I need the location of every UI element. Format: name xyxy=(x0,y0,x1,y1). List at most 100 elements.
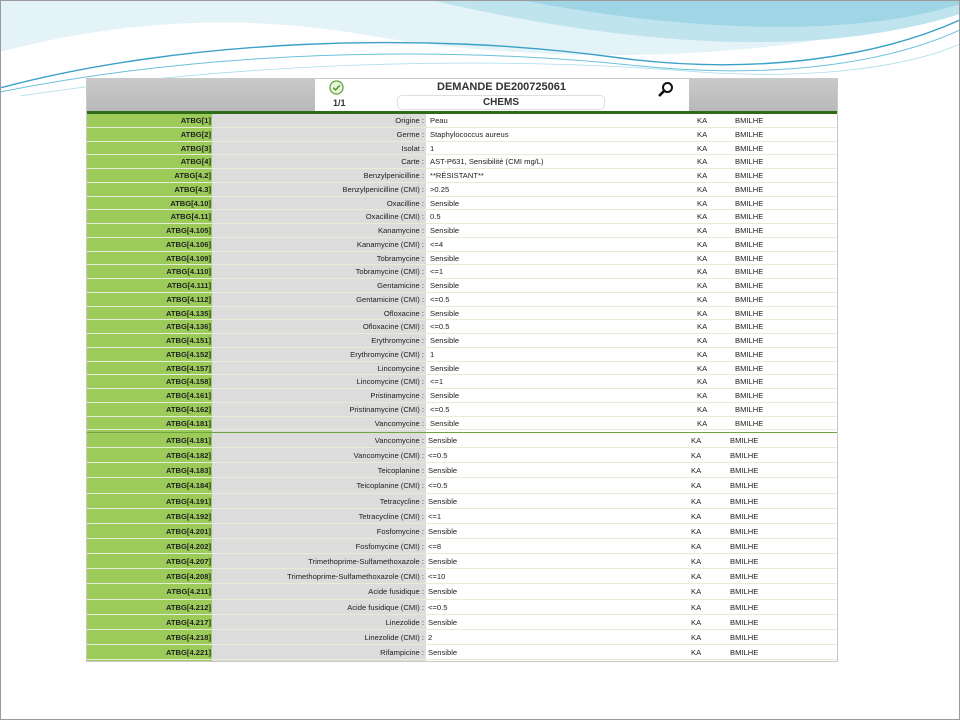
row-value: 2 xyxy=(428,632,433,642)
table-row[interactable]: ATBG[4.217] Linezolide : Sensible KA BMILHE xyxy=(87,615,837,630)
table-row[interactable]: ATBG[4.109] Tobramycine : Sensible KA BMILHE xyxy=(87,252,837,266)
row-user: BMILHE xyxy=(735,212,764,222)
row-id: ATBG[4.181] xyxy=(165,418,211,428)
row-id: ATBG[4.136] xyxy=(165,322,211,332)
slide-background-swoosh xyxy=(0,0,960,97)
row-ka-tag: KA xyxy=(697,294,708,304)
row-id: ATBG[4.202] xyxy=(165,541,211,551)
row-id: ATBG[4.105] xyxy=(165,226,211,235)
row-value: <=0.5 xyxy=(428,602,448,612)
row-value: Sensible xyxy=(428,617,458,627)
row-ka-tag: KA xyxy=(697,322,708,332)
row-user: BMILHE xyxy=(735,226,764,235)
table-row[interactable]: ATBG[4.207] Trimethoprime-Sulfamethoxazol… xyxy=(87,554,837,570)
table-row[interactable]: ATBG[2] Germe : Staphylococcus aureus KA BMI… xyxy=(87,128,837,142)
table-row[interactable]: ATBG[4] Carte : AST-P631, Sensibilité (CMI… xyxy=(87,155,837,169)
row-label: Vancomycine (CMI) : xyxy=(353,451,424,461)
table-row[interactable]: ATBG[4.2] Benzylpenicilline : **RÉSISTANT*… xyxy=(87,169,837,183)
table-row[interactable]: ATBG[4.105] Kanamycine : Sensible KA BMILHE xyxy=(87,224,837,238)
table-row[interactable]: ATBG[4.3] Benzylpenicilline (CMI) : >0.25 K… xyxy=(87,183,837,197)
row-user: BMILHE xyxy=(735,336,764,345)
row-user: BMILHE xyxy=(730,511,759,521)
row-label: Carte : xyxy=(401,157,424,167)
row-value: <=1 xyxy=(428,511,442,521)
row-ka-tag: KA xyxy=(697,363,708,373)
row-ka-tag: KA xyxy=(697,281,708,290)
row-user: BMILHE xyxy=(735,253,764,263)
row-ka-tag: KA xyxy=(697,404,708,414)
row-value: <=4 xyxy=(430,239,444,249)
tab-chems[interactable]: CHEMS xyxy=(397,95,605,110)
table-row[interactable]: ATBG[3] Isolat : 1 KA BMILHE xyxy=(87,142,837,156)
row-id: ATBG[4.10] xyxy=(170,198,211,208)
row-value: <=10 xyxy=(428,572,446,582)
table-row[interactable]: ATBG[4.184] Teicoplanine (CMI) : <=0.5 KA BM… xyxy=(87,478,837,494)
row-ka-tag: KA xyxy=(691,587,702,597)
row-ka-tag: KA xyxy=(691,481,702,491)
table-row[interactable]: ATBG[4.183] Teicoplanine : Sensible KA BMILH… xyxy=(87,463,837,479)
row-value: Sensible xyxy=(428,557,458,567)
row-value: Sensible xyxy=(428,436,458,445)
row-label: Teicoplanine (CMI) : xyxy=(356,481,424,491)
row-label: Linezolide (CMI) : xyxy=(364,632,424,642)
row-value: Sensible xyxy=(428,466,458,476)
table-row[interactable]: ATBG[4.135] Ofloxacine : Sensible KA BMILHE xyxy=(87,307,837,321)
row-id: ATBG[4.184] xyxy=(165,481,211,491)
row-label: Fosfomycine : xyxy=(376,526,424,536)
table-row[interactable]: ATBG[4.191] Tetracycline : Sensible KA BMILH… xyxy=(87,494,837,509)
table-row[interactable]: ATBG[4.202] Fosfomycine (CMI) : <=8 KA BMILH… xyxy=(87,539,837,555)
row-value: Sensible xyxy=(428,587,458,597)
row-value: Sensible xyxy=(430,308,460,318)
table-row[interactable]: ATBG[4.192] Tetracycline (CMI) : <=1 KA BMIL… xyxy=(87,509,837,524)
row-label: Isolat : xyxy=(401,143,424,153)
row-value: Sensible xyxy=(430,253,460,263)
row-value: <=0.5 xyxy=(428,451,448,461)
row-label: Vancomycine : xyxy=(374,418,424,428)
table-row[interactable]: ATBG[1] Origine : Peau KA BMILHE xyxy=(87,114,837,128)
row-ka-tag: KA xyxy=(691,526,702,536)
table-row[interactable]: ATBG[4.221] Rifampicine : Sensible KA BMILHE xyxy=(87,645,837,661)
table-row[interactable]: ATBG[4.157] Lincomycine : Sensible KA BMILHE xyxy=(87,362,837,376)
table-row[interactable]: ATBG[4.11] Oxacilline (CMI) : 0.5 KA BMILHE xyxy=(87,210,837,224)
row-user: BMILHE xyxy=(735,116,764,125)
table-row[interactable]: ATBG[4.218] Linezolide (CMI) : 2 KA BMILHE xyxy=(87,630,837,645)
row-id: ATBG[4.11] xyxy=(170,212,211,222)
table-row[interactable]: ATBG[4.211] Acide fusidique : Sensible KA BM… xyxy=(87,584,837,600)
table-row[interactable]: ATBG[4.181] Vancomycine : Sensible KA BMILHE xyxy=(87,433,837,449)
row-id: ATBG[4.111] xyxy=(166,281,211,290)
table-row[interactable]: ATBG[4.110] Tobramycine (CMI) : <=1 KA BMILH… xyxy=(87,265,837,279)
table-row[interactable]: ATBG[4.181] Vancomycine : Sensible KA BMILHE xyxy=(87,417,837,431)
row-user: BMILHE xyxy=(730,572,759,582)
row-value: Sensible xyxy=(430,363,460,373)
row-label: Lincomycine : xyxy=(377,363,424,373)
row-label: Tobramycine : xyxy=(376,253,424,263)
table-row[interactable]: ATBG[4.158] Lincomycine (CMI) : <=1 KA BMILH… xyxy=(87,375,837,389)
table-row[interactable]: ATBG[4.106] Kanamycine (CMI) : <=4 KA BMILHE xyxy=(87,238,837,252)
row-label: Ofloxacine (CMI) : xyxy=(362,322,424,332)
table-row[interactable]: ATBG[4.161] Pristinamycine : Sensible KA BMI… xyxy=(87,389,837,403)
table-row[interactable]: ATBG[4.112] Gentamicine (CMI) : <=0.5 KA BMI… xyxy=(87,293,837,307)
table-row[interactable]: ATBG[4.182] Vancomycine (CMI) : <=0.5 KA BMI… xyxy=(87,448,837,464)
row-value: Sensible xyxy=(428,526,458,536)
search-icon[interactable] xyxy=(658,81,674,97)
row-ka-tag: KA xyxy=(697,308,708,318)
table-row[interactable]: ATBG[4.111] Gentamicine : Sensible KA BMILHE xyxy=(87,279,837,293)
panel-header: DEMANDE DE200725061 1/1 CHEMS xyxy=(87,79,837,111)
row-id: ATBG[4.207] xyxy=(165,557,211,567)
table-row[interactable]: ATBG[4.136] Ofloxacine (CMI) : <=0.5 KA BMIL… xyxy=(87,320,837,334)
row-user: BMILHE xyxy=(735,129,764,139)
row-id: ATBG[4.109] xyxy=(165,253,211,263)
table-row[interactable]: ATBG[4.10] Oxacilline : Sensible KA BMILHE xyxy=(87,197,837,211)
row-user: BMILHE xyxy=(735,294,764,304)
row-label: Oxacilline (CMI) : xyxy=(365,212,424,222)
row-label: Kanamycine : xyxy=(377,226,424,235)
row-label: Gentamicine (CMI) : xyxy=(356,294,424,304)
row-id: ATBG[4.183] xyxy=(165,466,211,476)
table-row[interactable]: ATBG[4.212] Acide fusidique (CMI) : <=0.5 K… xyxy=(87,600,837,615)
table-row[interactable]: ATBG[4.162] Pristinamycine (CMI) : <=0.5 KA… xyxy=(87,403,837,417)
table-row[interactable]: ATBG[4.151] Erythromycine : Sensible KA BMIL… xyxy=(87,334,837,348)
results-table-part-2: ATBG[4.181] Vancomycine : Sensible KA BMILHE… xyxy=(87,433,837,661)
table-row[interactable]: ATBG[4.201] Fosfomycine : Sensible KA BMILHE xyxy=(87,524,837,539)
table-row[interactable]: ATBG[4.152] Erythromycine (CMI) : 1 KA BMILH… xyxy=(87,348,837,362)
table-row[interactable]: ATBG[4.208] Trimethoprime-Sulfamethoxazol… xyxy=(87,569,837,585)
